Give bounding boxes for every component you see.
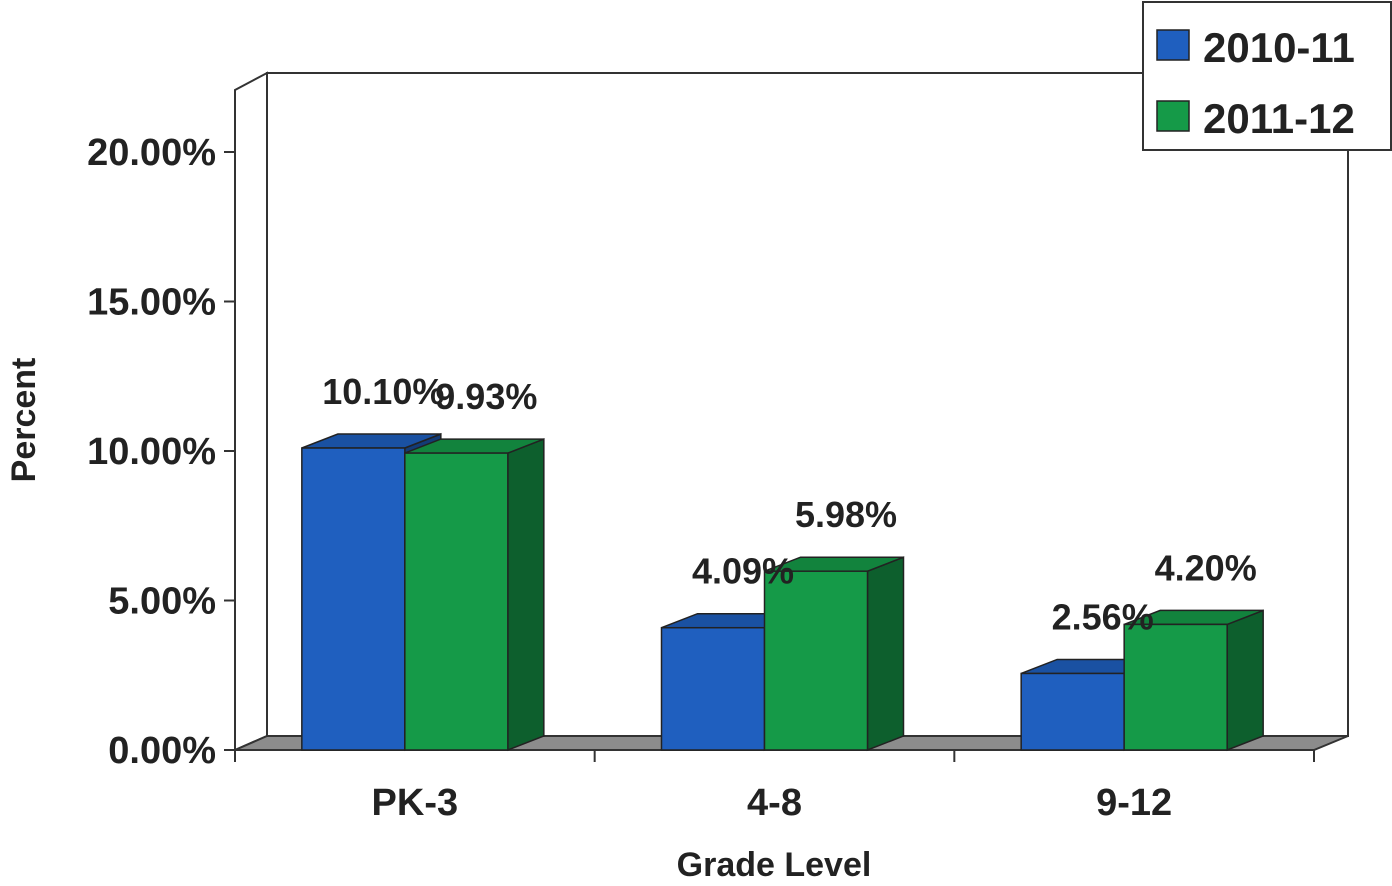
bar-front	[763, 570, 869, 751]
data-label: 9.93%	[435, 376, 537, 417]
bar-front	[660, 626, 766, 751]
x-tick-label: 9-12	[1096, 782, 1172, 824]
y-axis-ticks: 0.00% 5.00% 10.00% 15.00% 20.00%	[87, 132, 235, 772]
legend-swatch-2010-11	[1156, 29, 1190, 61]
bar-2011-12-4-8	[763, 556, 905, 752]
data-labels: 10.10%9.93% 4.09%5.98% 2.56%4.20%	[322, 371, 1256, 637]
x-axis-ticks: PK-3 4-8 9-12	[234, 750, 1315, 824]
y-tick-label: 0.00%	[108, 730, 216, 772]
legend: 2010-11 2011-12	[1142, 1, 1392, 151]
data-label: 4.20%	[1155, 547, 1257, 588]
bar-front	[1020, 672, 1125, 751]
y-tick-label: 10.00%	[87, 431, 216, 473]
bar-side	[866, 556, 905, 752]
legend-label-2011-12: 2011-12	[1203, 95, 1355, 142]
bar-front	[1123, 623, 1228, 751]
x-tick-label: PK-3	[372, 782, 459, 824]
x-tick-label: 4-8	[747, 782, 802, 824]
legend-label-2010-11: 2010-11	[1203, 24, 1355, 71]
bar-front	[301, 447, 406, 751]
bar-2011-12-9-12	[1123, 609, 1264, 752]
legend-swatch-2011-12	[1156, 100, 1190, 132]
x-axis-title: Grade Level	[677, 846, 872, 884]
bar-side	[507, 437, 545, 752]
side-wall	[234, 71, 268, 752]
data-label: 2.56%	[1052, 596, 1154, 637]
data-label: 5.98%	[795, 494, 897, 535]
bar-side	[1226, 609, 1264, 752]
data-label: 4.09%	[692, 551, 794, 592]
data-label: 10.10%	[322, 371, 444, 412]
y-tick-label: 15.00%	[87, 282, 216, 324]
bar-2011-12-PK-3	[404, 437, 545, 752]
bars	[301, 432, 1264, 752]
y-axis-title: Percent	[5, 358, 43, 483]
bar-front	[404, 452, 509, 751]
y-tick-label: 5.00%	[108, 581, 216, 623]
y-tick-label: 20.00%	[87, 132, 216, 174]
